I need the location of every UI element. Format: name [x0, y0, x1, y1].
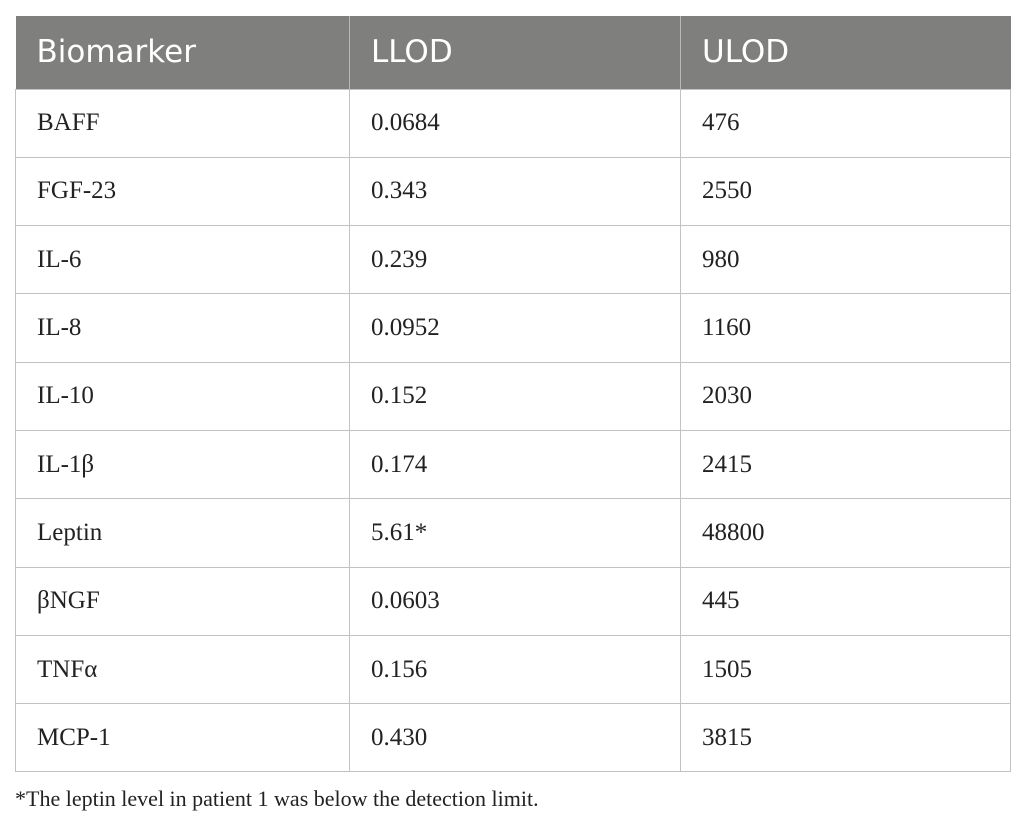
table-row: MCP-1 0.430 3815: [15, 703, 1011, 773]
header-row: Biomarker LLOD ULOD: [15, 16, 1011, 89]
llod-cell: 0.239: [349, 225, 681, 295]
ulod-cell: 2030: [680, 361, 1011, 431]
llod-cell: 0.430: [349, 703, 681, 773]
biomarker-cell: Leptin: [15, 498, 350, 568]
llod-cell: 0.0603: [349, 566, 681, 636]
ulod-cell: 1505: [680, 634, 1011, 705]
table-row: BAFF 0.0684 476: [15, 88, 1011, 158]
ulod-cell: 2415: [680, 429, 1011, 500]
table-row: FGF-23 0.343 2550: [15, 156, 1011, 227]
llod-cell: 0.0952: [349, 293, 681, 363]
table-row: βNGF 0.0603 445: [15, 566, 1011, 636]
biomarker-table: Biomarker LLOD ULOD BAFF 0.0684 476 FGF-23 0…: [15, 16, 1011, 773]
biomarker-cell: BAFF: [15, 88, 350, 158]
biomarker-cell: TNFα: [15, 634, 350, 705]
biomarker-cell: IL-6: [15, 225, 350, 295]
column-header-llod: LLOD: [349, 16, 681, 89]
llod-cell: 0.343: [349, 156, 681, 227]
column-header-ulod: ULOD: [680, 16, 1011, 89]
ulod-cell: 445: [680, 566, 1011, 636]
biomarker-cell: IL-1β: [15, 429, 350, 500]
llod-cell: 0.0684: [349, 88, 681, 158]
llod-cell: 0.156: [349, 634, 681, 705]
llod-cell: 5.61*: [349, 498, 681, 568]
biomarker-table-container: Biomarker LLOD ULOD BAFF 0.0684 476 FGF-23 0…: [15, 16, 1011, 773]
ulod-cell: 2550: [680, 156, 1011, 227]
llod-cell: 0.152: [349, 361, 681, 431]
table-row: IL-10 0.152 2030: [15, 361, 1011, 431]
llod-cell: 0.174: [349, 429, 681, 500]
ulod-cell: 980: [680, 225, 1011, 295]
ulod-cell: 48800: [680, 498, 1011, 568]
table-row: IL-8 0.0952 1160: [15, 293, 1011, 363]
biomarker-cell: MCP-1: [15, 703, 350, 773]
ulod-cell: 3815: [680, 703, 1011, 773]
table-row: Leptin 5.61* 48800: [15, 498, 1011, 568]
biomarker-cell: βNGF: [15, 566, 350, 636]
table-footnote: *The leptin level in patient 1 was below…: [15, 786, 539, 811]
table-body: BAFF 0.0684 476 FGF-23 0.343 2550 IL-6 0.239 980…: [15, 88, 1011, 773]
biomarker-cell: FGF-23: [15, 156, 350, 227]
table-row: IL-6 0.239 980: [15, 225, 1011, 295]
biomarker-cell: IL-10: [15, 361, 350, 431]
ulod-cell: 1160: [680, 293, 1011, 363]
table-row: TNFα 0.156 1505: [15, 634, 1011, 705]
biomarker-cell: IL-8: [15, 293, 350, 363]
column-header-biomarker: Biomarker: [15, 16, 350, 89]
table-header: Biomarker LLOD ULOD: [15, 16, 1011, 89]
ulod-cell: 476: [680, 88, 1011, 158]
table-row: IL-1β 0.174 2415: [15, 429, 1011, 500]
